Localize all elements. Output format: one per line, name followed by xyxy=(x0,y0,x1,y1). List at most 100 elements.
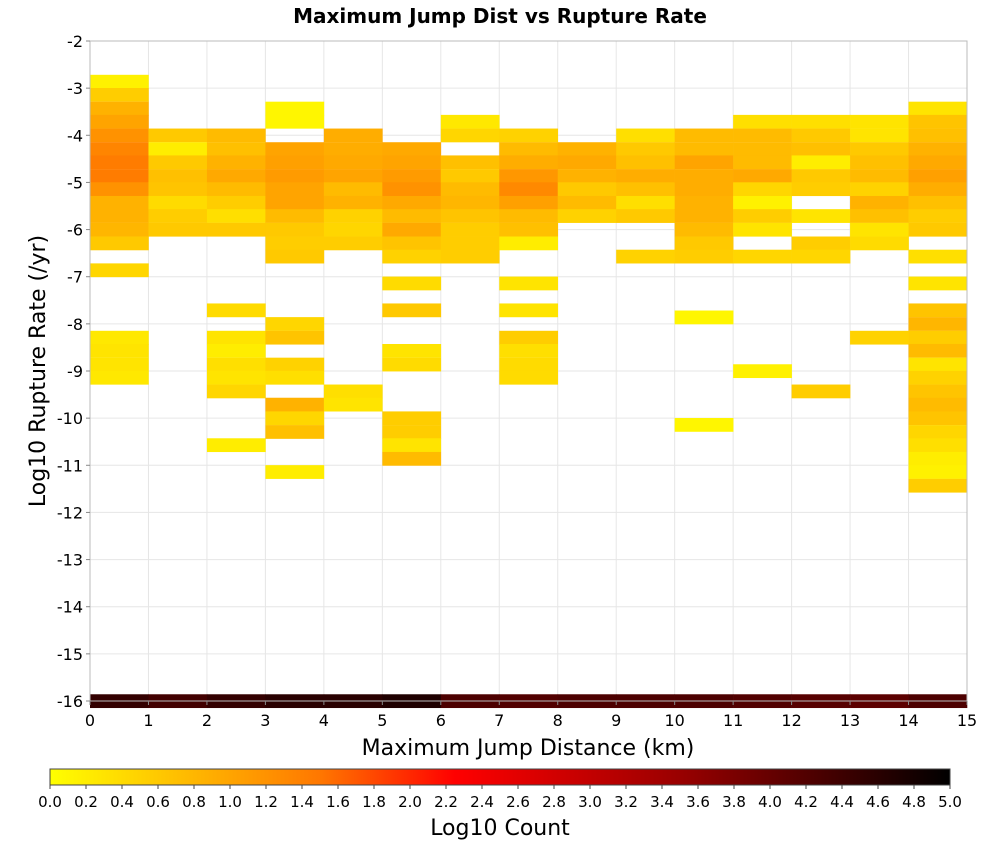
heatmap-cell xyxy=(265,155,325,170)
heatmap-cell xyxy=(206,155,266,170)
heatmap-cell xyxy=(791,236,851,251)
heatmap-cell xyxy=(733,128,792,143)
heatmap-cell xyxy=(265,182,325,197)
heatmap-cell xyxy=(791,128,851,143)
colorbar-tick-label: 1.8 xyxy=(362,793,386,811)
colorbar-label: Log10 Count xyxy=(430,816,570,841)
colorbar-tick-label: 3.0 xyxy=(578,793,602,811)
heatmap-cell xyxy=(90,182,149,197)
heatmap-cell xyxy=(499,155,559,170)
y-tick-label: -2 xyxy=(67,32,83,51)
heatmap-cell xyxy=(674,182,734,197)
heatmap-cell xyxy=(908,451,968,466)
chart-title: Maximum Jump Dist vs Rupture Rate xyxy=(293,4,707,28)
heatmap-cell xyxy=(206,438,266,453)
colorbar-tick-label: 0.0 xyxy=(38,793,62,811)
x-tick-label: 14 xyxy=(898,711,918,730)
heatmap-cell xyxy=(850,114,909,129)
x-tick-label: 10 xyxy=(664,711,684,730)
heatmap-cell xyxy=(791,169,851,183)
y-axis-label: Log10 Rupture Rate (/yr) xyxy=(26,235,51,507)
heatmap-cell xyxy=(206,303,266,318)
heatmap-cell xyxy=(791,142,851,156)
heatmap-cell xyxy=(850,128,909,143)
y-tick-label: -10 xyxy=(57,409,83,428)
heatmap-cell xyxy=(382,357,442,372)
heatmap-cell xyxy=(265,411,325,426)
heatmap-cell xyxy=(148,222,208,237)
x-tick-label: 13 xyxy=(840,711,860,730)
heatmap-cell xyxy=(323,169,383,183)
x-axis-ticks: 0 1 2 3 4 5 6 7 8 9 10 11 12 13 14 15 xyxy=(85,701,977,730)
heatmap-cell xyxy=(674,418,734,432)
heatmap-cell xyxy=(265,425,325,439)
heatmap-cell xyxy=(148,209,208,223)
heatmap-cell xyxy=(908,425,968,439)
heatmap-cells xyxy=(90,74,968,709)
heatmap-cell xyxy=(908,142,968,156)
heatmap-cell xyxy=(908,249,968,264)
heatmap-cell xyxy=(850,195,909,210)
heatmap-cell xyxy=(90,236,149,251)
heatmap-cell xyxy=(908,478,968,493)
heatmap-cell xyxy=(440,128,500,143)
colorbar-tick-label: 2.8 xyxy=(542,793,566,811)
heatmap-cell xyxy=(206,209,266,223)
heatmap-cell xyxy=(90,209,149,223)
heatmap-cell xyxy=(148,155,208,170)
heatmap-cell xyxy=(674,209,734,223)
x-tick-label: 6 xyxy=(436,711,446,730)
heatmap-cell xyxy=(850,142,909,156)
heatmap-cell xyxy=(440,114,500,129)
heatmap-cell xyxy=(382,438,442,453)
heatmap-cell xyxy=(908,155,968,170)
x-tick-label: 2 xyxy=(202,711,212,730)
heatmap-cell xyxy=(382,209,442,223)
heatmap-cell xyxy=(791,114,851,129)
heatmap-cell xyxy=(674,310,734,325)
heatmap-cell xyxy=(733,169,792,183)
heatmap-cell xyxy=(499,169,559,183)
heatmap-cell xyxy=(382,182,442,197)
heatmap-cell xyxy=(90,343,149,358)
heatmap-cell xyxy=(908,182,968,197)
heatmap-cell xyxy=(908,222,968,237)
x-tick-label: 15 xyxy=(957,711,977,730)
heatmap-cell xyxy=(265,357,325,372)
heatmap-cell xyxy=(616,249,675,264)
heatmap-cell xyxy=(206,169,266,183)
heatmap-cell xyxy=(265,397,325,412)
colorbar-tick-label: 3.6 xyxy=(686,793,710,811)
colorbar-tick-label: 2.2 xyxy=(434,793,458,811)
heatmap-cell xyxy=(382,195,442,210)
x-tick-label: 7 xyxy=(494,711,504,730)
heatmap-cell xyxy=(674,222,734,237)
colorbar-tick-label: 4.6 xyxy=(866,793,890,811)
y-tick-label: -12 xyxy=(57,503,83,522)
heatmap-cell xyxy=(499,303,559,318)
heatmap-cell xyxy=(616,128,675,143)
heatmap-cell xyxy=(148,195,208,210)
colorbar-ticks: 0.0 0.2 0.4 0.6 0.8 1.0 1.2 1.4 1.6 1.8 2.0 2.2 2.4 2… xyxy=(38,785,962,811)
colorbar-tick-label: 3.4 xyxy=(650,793,674,811)
heatmap-cell xyxy=(440,209,500,223)
x-tick-label: 9 xyxy=(611,711,621,730)
heatmap-cell xyxy=(440,249,500,264)
heatmap-cell xyxy=(791,384,851,399)
heatmap-cell xyxy=(908,303,968,318)
heatmap-cell xyxy=(791,155,851,170)
heatmap-cell xyxy=(206,182,266,197)
heatmap-cell xyxy=(382,425,442,439)
heatmap-cell xyxy=(265,195,325,210)
heatmap-cell xyxy=(382,276,442,291)
heatmap-cell xyxy=(206,384,266,399)
heatmap-cell xyxy=(440,236,500,251)
y-tick-label: -6 xyxy=(67,221,83,240)
heatmap-cell xyxy=(908,384,968,399)
heatmap-cell xyxy=(265,114,325,129)
heatmap-cell xyxy=(616,142,675,156)
colorbar-tick-label: 4.8 xyxy=(902,793,926,811)
heatmap-cell xyxy=(90,88,149,102)
colorbar-tick-label: 3.2 xyxy=(614,793,638,811)
